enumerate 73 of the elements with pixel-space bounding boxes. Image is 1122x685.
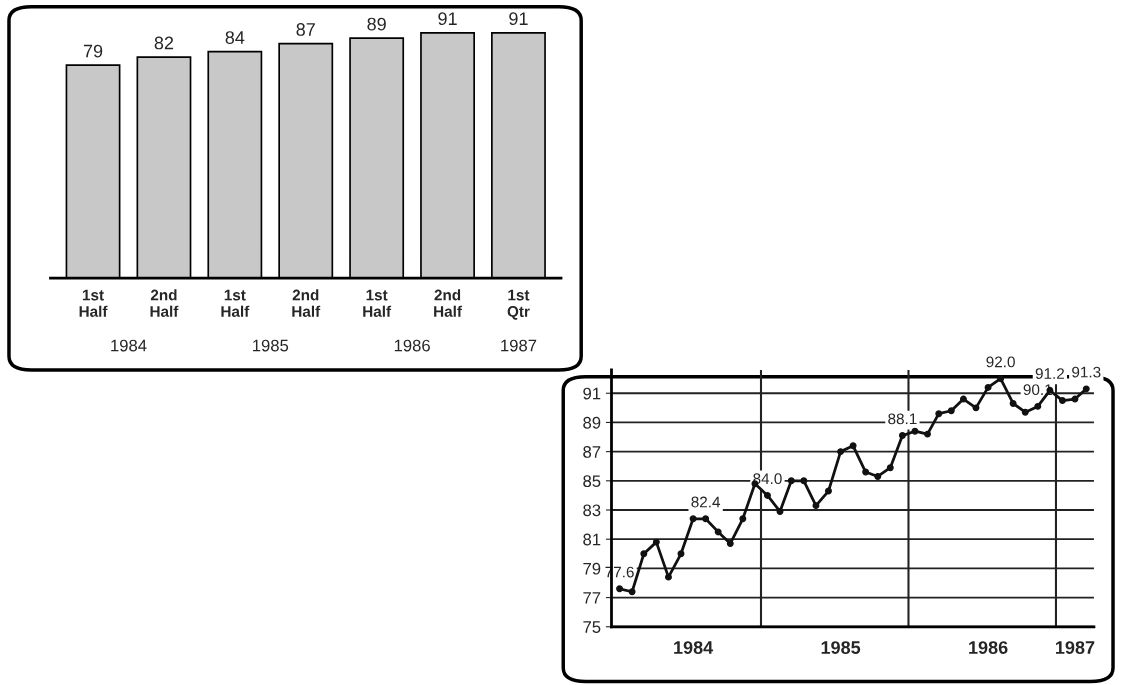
point [935, 410, 943, 418]
point [959, 395, 967, 403]
text: 1987 [501, 339, 537, 352]
y-tick-label: 87 [583, 446, 601, 458]
point [800, 477, 808, 485]
text: 1984 [111, 339, 147, 352]
x-tick-label: 1986 [969, 641, 1008, 654]
y-tick-label: 75 [583, 621, 601, 633]
x-tick-label: 1985 [821, 641, 861, 654]
point [714, 528, 722, 536]
point [1021, 408, 1029, 416]
x-tick-label: 1984 [674, 641, 714, 654]
annotation: 91.2 [1035, 368, 1065, 379]
data-label: 91 [509, 12, 528, 26]
point [825, 487, 832, 495]
point [664, 573, 672, 581]
data-label: 79 [83, 44, 103, 58]
point [947, 407, 955, 415]
point [837, 448, 845, 456]
point [628, 588, 636, 596]
annotation: 92.0 [986, 356, 1015, 368]
annotation: 91.3 [1072, 366, 1101, 378]
data-label: 84 [225, 31, 245, 44]
point [898, 432, 906, 440]
point [849, 442, 857, 450]
y-tick-label: 91 [583, 387, 601, 400]
data-label: 89 [367, 17, 386, 31]
x-tick-label: 1st Half [79, 289, 108, 317]
data-label: 91 [438, 12, 457, 26]
point [924, 430, 931, 438]
text: 1986 [394, 339, 430, 352]
point [640, 550, 648, 558]
point [787, 477, 795, 485]
point [763, 491, 771, 499]
y-tick-label: 81 [583, 533, 601, 546]
y-tick-label: 85 [583, 475, 601, 488]
point [997, 375, 1005, 383]
annotation: 88.1 [888, 413, 917, 425]
data-label: 82 [154, 36, 174, 50]
annotation: 82.4 [691, 496, 721, 508]
x-tick-label: 1st Qtr [507, 289, 530, 320]
point [652, 538, 660, 546]
point [972, 404, 980, 412]
y-tick-label: 79 [583, 562, 601, 575]
x-tick-label: 2nd Half [434, 289, 463, 317]
point [689, 515, 697, 523]
x-tick-label: 1st Half [221, 289, 250, 317]
point [862, 468, 870, 476]
point [776, 508, 784, 515]
point [616, 585, 624, 593]
y-tick-label: 77 [583, 592, 601, 604]
data-label: 87 [296, 23, 315, 36]
y-tick-label: 89 [583, 416, 601, 429]
point [677, 550, 685, 558]
point [1034, 402, 1042, 410]
x-tick-label: 2nd Half [292, 289, 321, 317]
x-tick-label: 1987 [1056, 641, 1095, 654]
point [874, 472, 882, 480]
x-tick-label: 1st Half [363, 289, 392, 317]
point [984, 383, 992, 391]
point [911, 427, 919, 435]
point [726, 540, 734, 548]
point [1009, 399, 1017, 407]
point [1058, 397, 1066, 405]
point [1082, 385, 1090, 393]
text: 1985 [253, 339, 289, 352]
point [702, 515, 710, 523]
y-tick-label: 83 [583, 504, 601, 517]
x-tick-label: 2nd Half [150, 289, 179, 317]
point [1071, 395, 1079, 403]
point [739, 515, 747, 523]
point [812, 502, 820, 510]
point [886, 464, 894, 472]
